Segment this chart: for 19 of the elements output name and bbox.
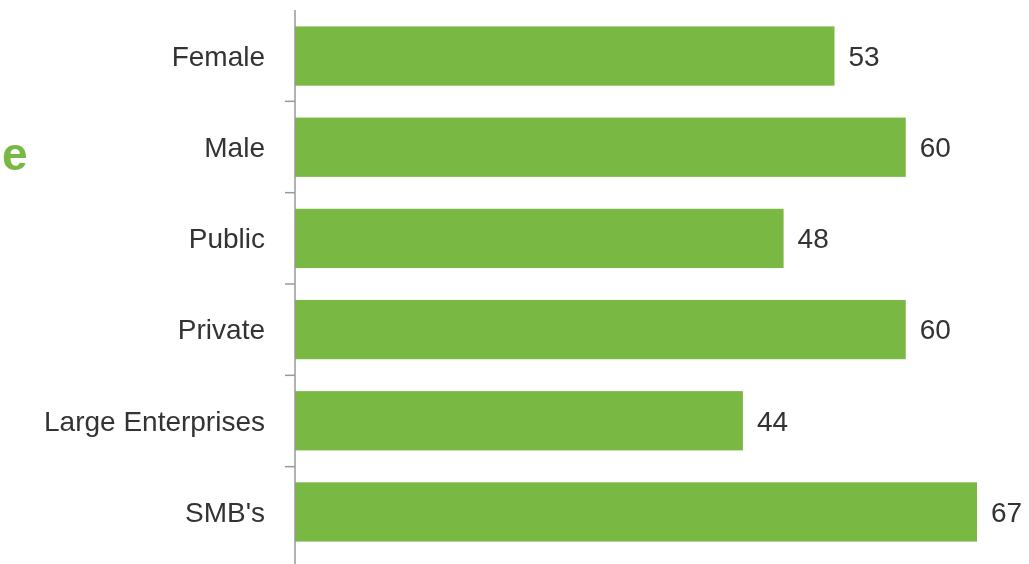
data-label: 48: [797, 223, 829, 255]
bar: [295, 391, 743, 451]
data-label: 67: [991, 496, 1023, 528]
data-label: 60: [919, 314, 951, 346]
text: e: [2, 128, 28, 180]
data-label: 44: [756, 405, 789, 437]
y-tick-label: SMB's: [184, 496, 265, 528]
bar: [295, 117, 906, 177]
y-tick-label: Private: [177, 314, 265, 346]
data-label: 53: [848, 40, 880, 72]
bar: [295, 26, 835, 86]
y-tick-label: Male: [204, 132, 265, 164]
data-label: 60: [919, 132, 951, 164]
y-tick-label: Female: [171, 40, 265, 72]
bar: [295, 482, 977, 542]
bar: [295, 208, 784, 269]
bar: [295, 299, 906, 360]
y-tick-label: Large Enterprises: [43, 405, 265, 437]
y-tick-label: Public: [188, 223, 265, 255]
